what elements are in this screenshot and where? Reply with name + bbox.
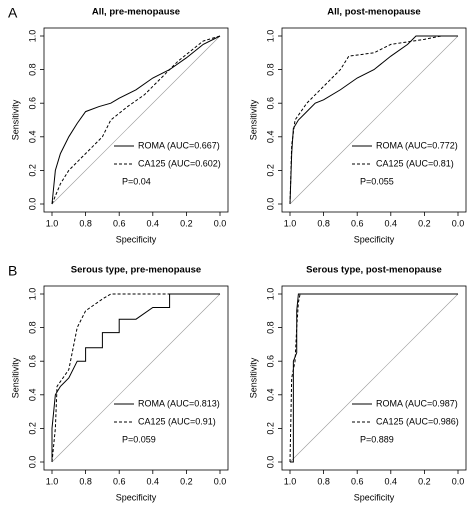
x-tick-label: 0.0	[452, 218, 465, 228]
x-axis-label: Specificity	[116, 234, 157, 244]
x-tick-label: 0.0	[214, 476, 227, 486]
y-tick-label: 0.6	[27, 97, 37, 110]
y-tick-label: 0.4	[27, 131, 37, 144]
roc-curve	[51, 293, 220, 463]
roc-curve	[289, 35, 458, 205]
chart-title: All, post-menopause	[327, 7, 420, 18]
legend-label: ROMA (AUC=0.772)	[376, 140, 458, 150]
y-axis-label: Sensitivity	[248, 99, 258, 140]
reference-diagonal	[289, 293, 459, 463]
x-tick-label: 0.4	[147, 218, 160, 228]
x-tick-label: 0.6	[113, 476, 126, 486]
plot-frame	[281, 285, 467, 471]
y-tick-label: 0.0	[265, 198, 275, 211]
plot-frame	[281, 27, 467, 213]
x-tick-label: 0.4	[385, 476, 398, 486]
y-axis-label: Sensitivity	[10, 357, 20, 398]
x-tick-label: 0.8	[317, 218, 330, 228]
annotation: P=0.04	[122, 176, 151, 186]
x-tick-label: 0.6	[113, 218, 126, 228]
y-tick-label: 0.0	[27, 198, 37, 211]
x-tick-label: 0.8	[79, 218, 92, 228]
y-tick-label: 1.0	[265, 288, 275, 301]
x-axis-label: Specificity	[354, 492, 395, 502]
x-tick-label: 0.2	[418, 218, 431, 228]
y-axis-label: Sensitivity	[248, 357, 258, 398]
y-tick-label: 0.2	[27, 422, 37, 435]
plot-frame	[43, 27, 229, 213]
x-tick-label: 0.6	[351, 218, 364, 228]
x-tick-label: 1.0	[46, 218, 59, 228]
x-tick-label: 0.4	[385, 218, 398, 228]
reference-diagonal	[51, 293, 221, 463]
y-tick-label: 0.8	[265, 63, 275, 76]
y-tick-label: 1.0	[27, 30, 37, 43]
roc-curve	[51, 293, 220, 462]
annotation: P=0.889	[360, 434, 394, 444]
x-axis-label: Specificity	[354, 234, 395, 244]
x-tick-label: 0.0	[452, 476, 465, 486]
legend-label: ROMA (AUC=0.667)	[138, 140, 220, 150]
x-tick-label: 0.4	[147, 476, 160, 486]
legend-label: CA125 (AUC=0.91)	[138, 416, 216, 426]
x-tick-label: 1.0	[46, 476, 59, 486]
panel-label: B	[8, 263, 17, 279]
x-tick-label: 0.6	[351, 476, 364, 486]
plot-frame	[43, 285, 229, 471]
y-tick-label: 0.4	[265, 389, 275, 402]
y-tick-label: 0.6	[265, 355, 275, 368]
reference-diagonal	[289, 35, 459, 205]
y-tick-label: 0.8	[27, 321, 37, 334]
chart-title: Serous type, post-menopause	[306, 265, 442, 276]
roc-curve	[51, 35, 221, 205]
y-tick-label: 0.4	[27, 389, 37, 402]
legend-label: ROMA (AUC=0.987)	[376, 398, 458, 408]
y-tick-label: 0.2	[265, 422, 275, 435]
y-tick-label: 0.6	[265, 97, 275, 110]
panel-label: A	[8, 5, 18, 21]
y-tick-label: 0.8	[27, 63, 37, 76]
reference-diagonal	[51, 35, 221, 205]
x-tick-label: 0.2	[418, 476, 431, 486]
roc-curve	[290, 293, 458, 463]
chart-title: Serous type, pre-menopause	[71, 265, 201, 276]
legend-label: ROMA (AUC=0.813)	[138, 398, 220, 408]
y-tick-label: 1.0	[27, 288, 37, 301]
chart-title: All, pre-menopause	[92, 7, 180, 18]
x-axis-label: Specificity	[116, 492, 157, 502]
legend-label: CA125 (AUC=0.81)	[376, 158, 454, 168]
roc-curve	[51, 35, 221, 205]
y-tick-label: 0.0	[27, 456, 37, 469]
y-tick-label: 0.6	[27, 355, 37, 368]
annotation: P=0.055	[360, 176, 394, 186]
x-tick-label: 0.2	[180, 476, 193, 486]
y-tick-label: 1.0	[265, 30, 275, 43]
x-tick-label: 0.8	[317, 476, 330, 486]
legend-label: CA125 (AUC=0.602)	[138, 158, 221, 168]
x-tick-label: 0.8	[79, 476, 92, 486]
y-axis-label: Sensitivity	[10, 99, 20, 140]
y-tick-label: 0.2	[265, 164, 275, 177]
y-tick-label: 0.8	[265, 321, 275, 334]
x-tick-label: 0.2	[180, 218, 193, 228]
x-tick-label: 1.0	[284, 476, 297, 486]
y-tick-label: 0.4	[265, 131, 275, 144]
legend-label: CA125 (AUC=0.986)	[376, 416, 459, 426]
x-tick-label: 1.0	[284, 218, 297, 228]
x-tick-label: 0.0	[214, 218, 227, 228]
annotation: P=0.059	[122, 434, 156, 444]
y-tick-label: 0.0	[265, 456, 275, 469]
y-tick-label: 0.2	[27, 164, 37, 177]
